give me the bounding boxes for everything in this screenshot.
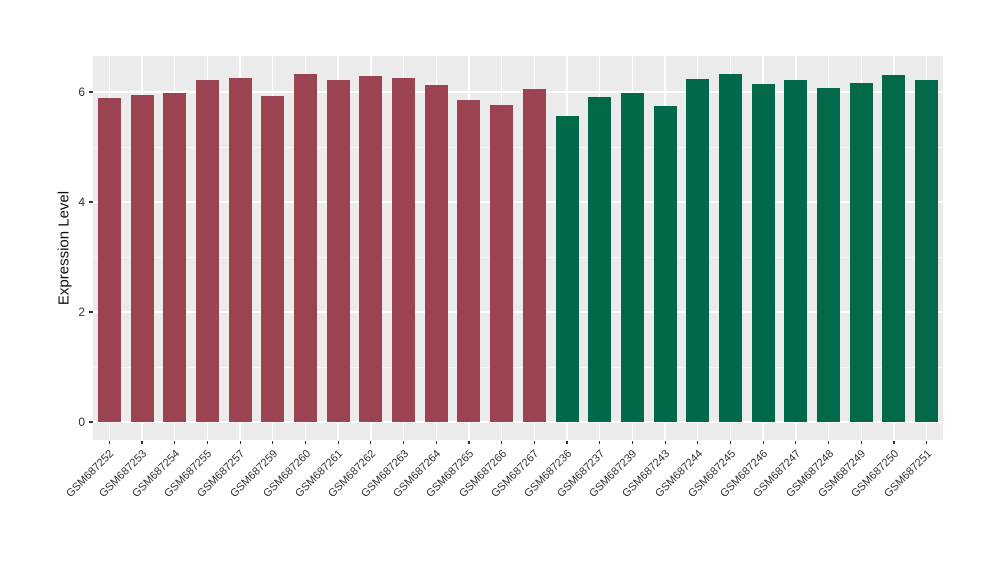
x-axis-tick xyxy=(501,441,503,444)
x-axis-tick xyxy=(206,441,208,444)
x-axis-tick xyxy=(108,441,110,444)
gridline-horizontal-minor xyxy=(93,147,943,148)
bar-GSM687253 xyxy=(130,94,154,422)
x-axis-tick xyxy=(337,441,339,444)
bar-GSM687237 xyxy=(588,96,612,422)
x-axis-tick xyxy=(370,441,372,444)
x-axis-tick xyxy=(468,441,470,444)
bar-GSM687249 xyxy=(849,83,873,422)
bar-GSM687251 xyxy=(915,80,939,422)
gridline-horizontal-minor xyxy=(93,367,943,368)
bar-GSM687244 xyxy=(686,78,710,422)
bar-GSM687236 xyxy=(555,116,579,422)
x-axis-tick xyxy=(435,441,437,444)
bar-GSM687239 xyxy=(620,92,644,422)
x-axis-tick xyxy=(304,441,307,444)
gridline-horizontal-major xyxy=(93,201,943,203)
bar-GSM687247 xyxy=(784,79,808,422)
y-tick-label: 4 xyxy=(78,195,85,209)
x-axis-tick xyxy=(926,441,928,444)
x-axis-tick xyxy=(141,441,143,444)
bar-GSM687262 xyxy=(359,75,383,422)
gridline-horizontal-major xyxy=(93,421,943,423)
y-axis-tick xyxy=(89,421,93,423)
bar-GSM687259 xyxy=(261,96,285,422)
x-axis-tick xyxy=(697,441,699,444)
plot-panel xyxy=(93,56,943,440)
x-axis-tick xyxy=(272,441,274,444)
bar-GSM687255 xyxy=(195,80,219,422)
bar-GSM687243 xyxy=(653,105,677,422)
bar-GSM687252 xyxy=(97,97,121,422)
x-axis-tick xyxy=(533,441,535,444)
bar-GSM687245 xyxy=(719,73,742,422)
bar-GSM687261 xyxy=(326,80,350,422)
x-axis-tick xyxy=(860,441,862,444)
bar-GSM687266 xyxy=(490,104,514,422)
bar-GSM687264 xyxy=(424,84,448,422)
y-tick-label: 0 xyxy=(78,415,85,429)
bar-GSM687265 xyxy=(457,99,481,422)
x-axis-tick xyxy=(762,441,764,444)
x-axis-tick xyxy=(631,441,633,444)
bar-GSM687267 xyxy=(522,89,546,422)
x-axis-tick xyxy=(795,441,797,444)
gridline-horizontal-major xyxy=(93,91,943,93)
y-tick-label: 2 xyxy=(78,305,85,319)
y-tick-label: 6 xyxy=(78,85,85,99)
x-axis-tick xyxy=(893,441,895,444)
x-axis-tick xyxy=(827,441,830,444)
x-axis-tick xyxy=(239,441,241,444)
bar-GSM687263 xyxy=(392,77,416,422)
x-axis-tick xyxy=(664,441,666,444)
bar-GSM687248 xyxy=(817,88,841,422)
x-axis-tick xyxy=(599,441,601,444)
y-axis-tick xyxy=(89,311,93,313)
y-axis-tick xyxy=(89,91,93,93)
x-axis-tick xyxy=(566,441,568,444)
bar-GSM687246 xyxy=(751,83,775,422)
gridline-horizontal-minor xyxy=(93,257,943,258)
bar-GSM687257 xyxy=(228,78,252,422)
bar-GSM687254 xyxy=(163,93,187,422)
x-axis-tick xyxy=(729,441,732,444)
x-axis-tick xyxy=(174,441,176,444)
y-axis-tick xyxy=(89,201,93,203)
gridline-horizontal-major xyxy=(93,311,943,313)
x-axis-tick xyxy=(402,441,405,444)
bar-GSM687250 xyxy=(882,74,906,422)
bar-GSM687260 xyxy=(294,73,317,422)
